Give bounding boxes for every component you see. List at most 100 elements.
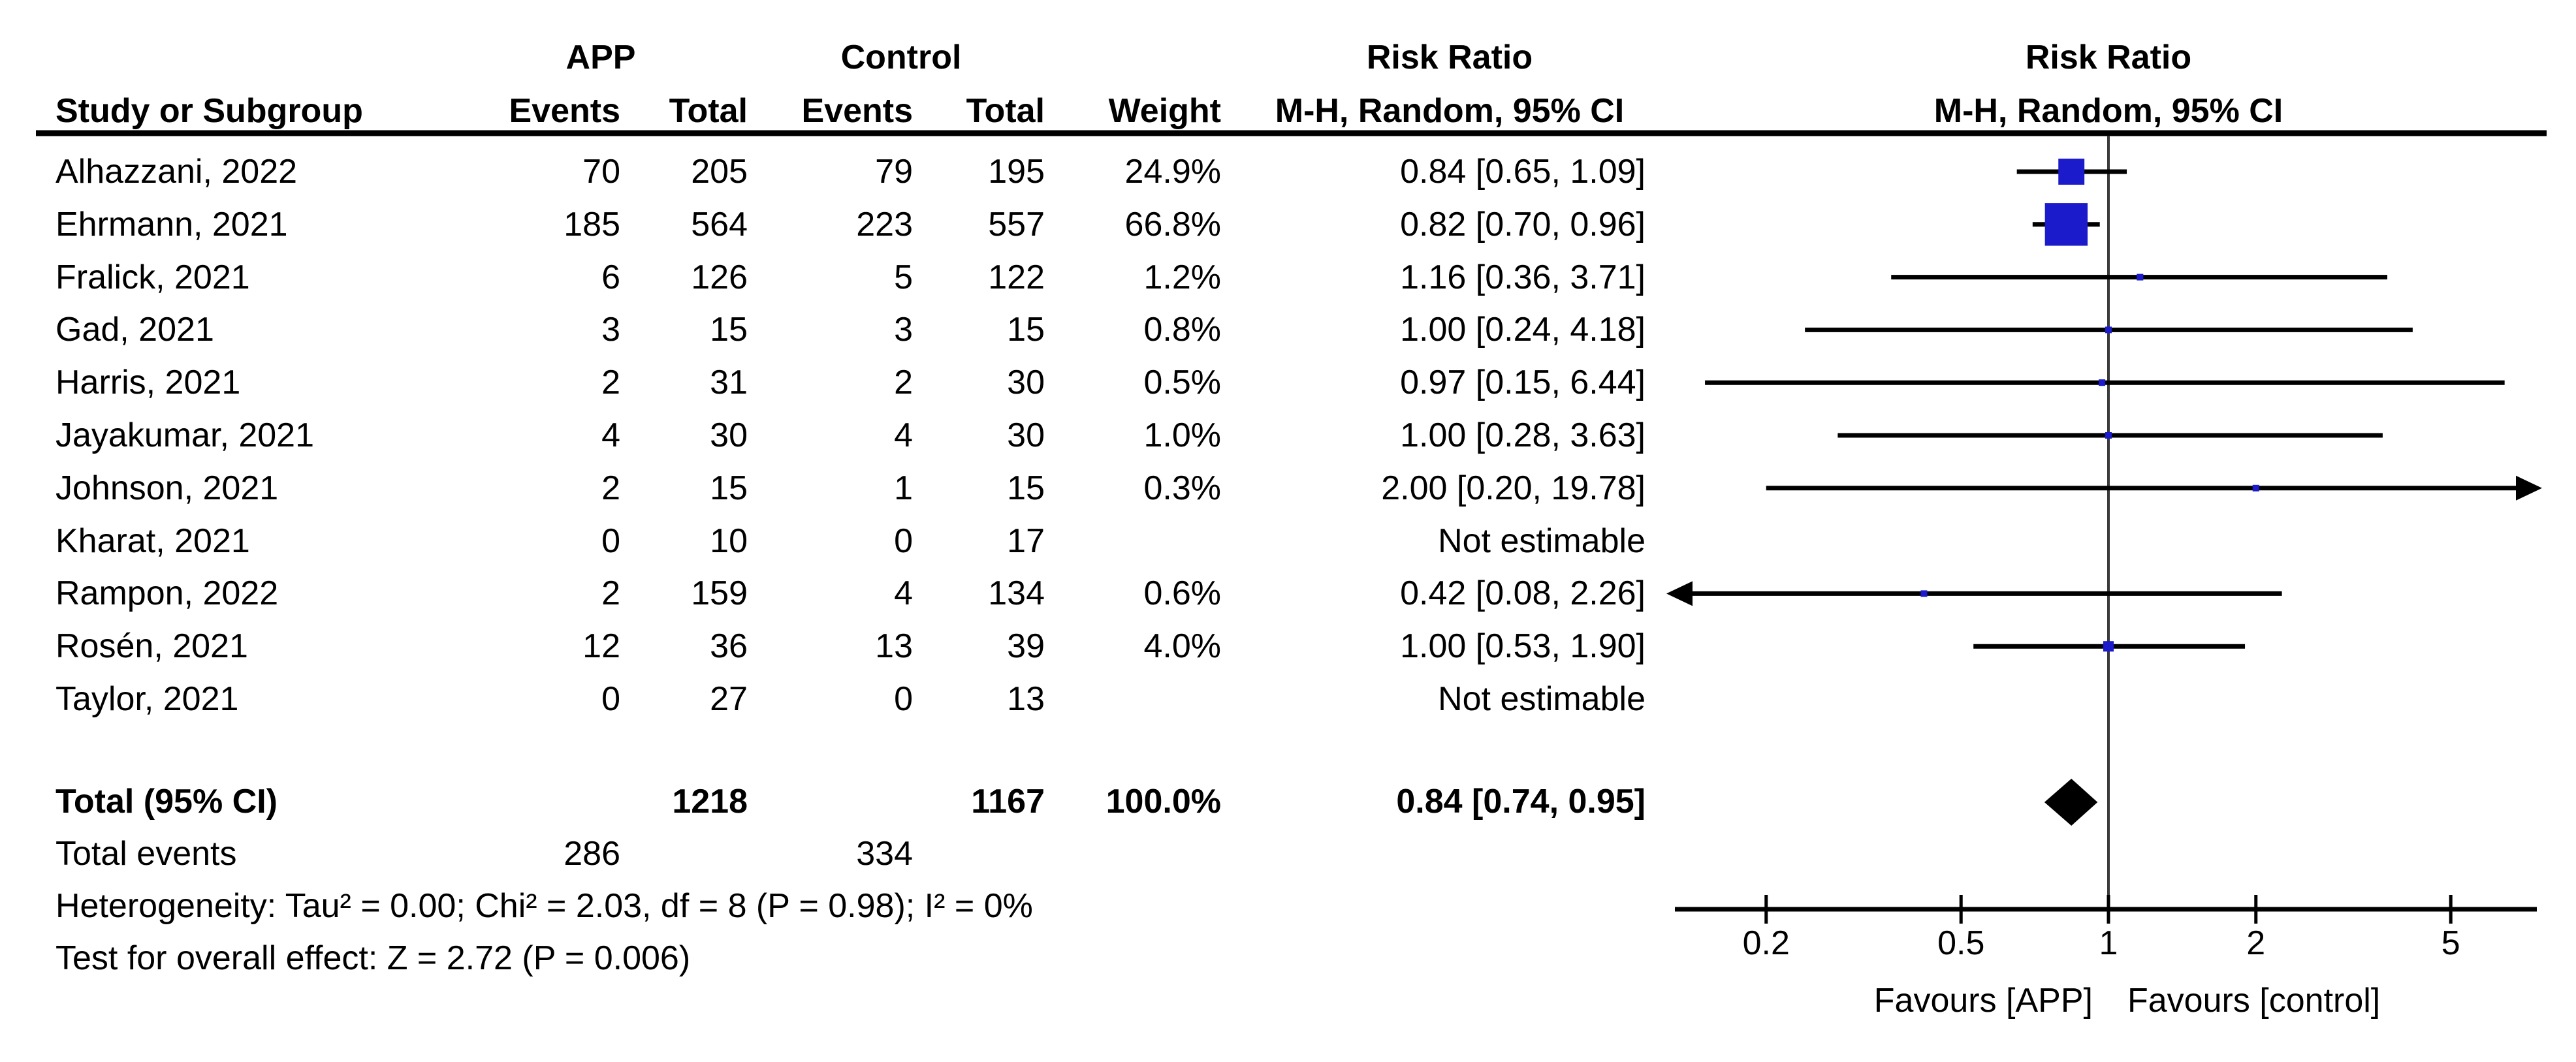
app-total-cell: 205 xyxy=(691,153,748,191)
study-name: Rampon, 2022 xyxy=(56,574,279,612)
app-total-cell: 126 xyxy=(691,258,748,296)
study-name: Johnson, 2021 xyxy=(56,469,279,507)
rr-ci-text-cell: Not estimable xyxy=(1438,680,1646,718)
x-axis-tick-label: 2 xyxy=(2246,924,2265,962)
rr-ci-text-cell: 0.42 [0.08, 2.26] xyxy=(1400,574,1646,612)
col-header-ctrl-total: Total xyxy=(966,92,1045,130)
effect-size-square xyxy=(2099,379,2106,386)
ctrl-events-cell: 223 xyxy=(856,206,913,243)
ctrl-events-cell: 0 xyxy=(894,522,913,560)
overall-diamond xyxy=(2044,779,2098,826)
effect-size-square xyxy=(1920,590,1928,597)
app-events-cell: 70 xyxy=(582,153,620,191)
weight-cell: 1.2% xyxy=(1143,258,1221,296)
weight-cell: 24.9% xyxy=(1124,153,1221,191)
ctrl-total-cell: 30 xyxy=(1007,364,1045,401)
app-events-cell: 2 xyxy=(601,364,620,401)
ctrl-total-cell: 15 xyxy=(1007,469,1045,507)
effect-size-square xyxy=(2137,273,2144,281)
effect-size-square xyxy=(2105,432,2112,439)
app-events-cell: 12 xyxy=(582,627,620,665)
group-header-control: Control xyxy=(840,39,962,76)
ctrl-total-cell: 39 xyxy=(1007,627,1045,665)
app-events-cell: 0 xyxy=(601,522,620,560)
ctrl-events-cell: 3 xyxy=(894,311,913,349)
weight-cell: 0.6% xyxy=(1143,574,1221,612)
ctrl-total-cell: 122 xyxy=(988,258,1045,296)
weight-cell xyxy=(947,673,1221,725)
study-name: Jayakumar, 2021 xyxy=(56,416,315,454)
ctrl-events-cell: 79 xyxy=(875,153,913,191)
weight-cell: 4.0% xyxy=(1143,627,1221,665)
effect-size-square xyxy=(2103,641,2114,652)
rr-title-text-column: Risk Ratio xyxy=(1366,39,1533,76)
total-events-label: Total events xyxy=(56,835,237,873)
app-events-cell: 2 xyxy=(601,469,620,507)
rr-title-plot-column: Risk Ratio xyxy=(2025,39,2192,76)
col-header-weight: Weight xyxy=(1108,92,1221,130)
total-events-ctrl: 334 xyxy=(856,835,913,873)
rr-subtitle-plot-column: M-H, Random, 95% CI xyxy=(1933,92,2283,130)
total-ctrl-total: 1167 xyxy=(971,783,1045,820)
study-name: Kharat, 2021 xyxy=(56,522,250,560)
ctrl-total-cell: 30 xyxy=(1007,416,1045,454)
weight-cell: 66.8% xyxy=(1124,206,1221,243)
study-name: Rosén, 2021 xyxy=(56,627,248,665)
app-total-cell: 15 xyxy=(710,469,748,507)
app-total-cell: 27 xyxy=(710,680,748,718)
rr-subtitle-text-column: M-H, Random, 95% CI xyxy=(1275,92,1625,130)
x-axis-tick-label: 5 xyxy=(2441,924,2460,962)
app-total-cell: 564 xyxy=(691,206,748,243)
heterogeneity-stats: Heterogeneity: Tau² = 0.00; Chi² = 2.03,… xyxy=(56,887,1033,925)
group-header-app: APP xyxy=(565,39,636,76)
overall-effect-test: Test for overall effect: Z = 2.72 (P = 0… xyxy=(56,939,691,977)
rr-ci-text-cell: 1.00 [0.53, 1.90] xyxy=(1400,627,1646,665)
app-events-cell: 185 xyxy=(564,206,620,243)
study-name: Alhazzani, 2022 xyxy=(56,153,298,191)
ctrl-total-cell: 134 xyxy=(988,574,1045,612)
weight-cell xyxy=(947,515,1221,567)
app-events-cell: 0 xyxy=(601,680,620,718)
effect-size-square xyxy=(2252,484,2259,492)
app-total-cell: 31 xyxy=(710,364,748,401)
favours-left-label: Favours [APP] xyxy=(1873,982,2093,1020)
weight-cell: 0.8% xyxy=(1143,311,1221,349)
app-total-cell: 10 xyxy=(710,522,748,560)
rr-ci-text-cell: Not estimable xyxy=(1438,522,1646,560)
favours-right-label: Favours [control] xyxy=(2127,982,2381,1020)
ctrl-total-cell: 195 xyxy=(988,153,1045,191)
weight-cell: 0.5% xyxy=(1143,364,1221,401)
total-weight: 100.0% xyxy=(1105,783,1221,820)
ctrl-events-cell: 13 xyxy=(875,627,913,665)
ci-clip-arrow-right xyxy=(2516,475,2542,501)
app-events-cell: 2 xyxy=(601,574,620,612)
ctrl-total-cell: 15 xyxy=(1007,311,1045,349)
x-axis-tick-label: 0.5 xyxy=(1937,924,1984,962)
effect-size-square xyxy=(2044,203,2088,246)
total-row-label: Total (95% CI) xyxy=(56,783,278,820)
total-app-total: 1218 xyxy=(672,783,748,820)
col-header-ctrl-events: Events xyxy=(801,92,913,130)
rr-ci-text-cell: 1.00 [0.28, 3.63] xyxy=(1400,416,1646,454)
x-axis-tick-label: 0.2 xyxy=(1743,924,1790,962)
app-events-cell: 4 xyxy=(601,416,620,454)
app-total-cell: 15 xyxy=(710,311,748,349)
ci-clip-arrow-left xyxy=(1666,581,1693,606)
app-total-cell: 159 xyxy=(691,574,748,612)
weight-cell: 1.0% xyxy=(1143,416,1221,454)
app-total-cell: 36 xyxy=(710,627,748,665)
ctrl-events-cell: 5 xyxy=(894,258,913,296)
col-header-study: Study or Subgroup xyxy=(56,92,363,130)
ctrl-events-cell: 4 xyxy=(894,416,913,454)
effect-size-square xyxy=(2058,159,2085,185)
app-total-cell: 30 xyxy=(710,416,748,454)
effect-size-square xyxy=(2105,326,2112,334)
ctrl-events-cell: 2 xyxy=(894,364,913,401)
ctrl-events-cell: 1 xyxy=(894,469,913,507)
study-name: Harris, 2021 xyxy=(56,364,241,401)
ctrl-events-cell: 0 xyxy=(894,680,913,718)
ctrl-total-cell: 17 xyxy=(1007,522,1045,560)
rr-ci-text-cell: 0.84 [0.65, 1.09] xyxy=(1400,153,1646,191)
